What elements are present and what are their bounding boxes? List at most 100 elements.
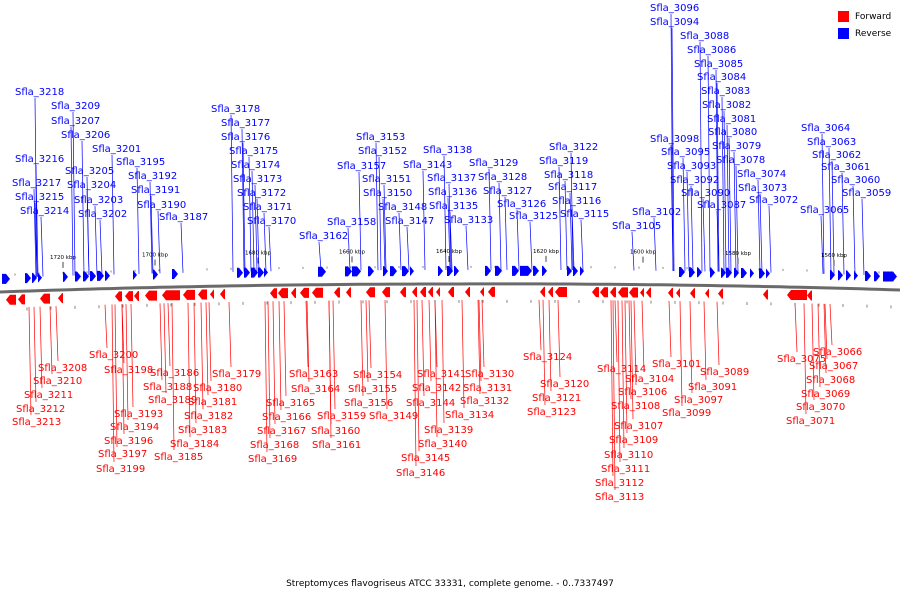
reverse-leader [841,172,845,275]
reverse-leader [422,170,426,271]
reverse-leader [733,151,737,272]
forward-gene-label: Sfla_3164 [291,384,340,395]
scale-ticks: 1720 kbp 1700 kbp 1680 kbp 1660 kbp 1640 kbp… [14,249,892,311]
reverse-leader [34,97,38,277]
reverse-gene-label: Sfla_3133 [444,215,493,226]
forward-leader [548,299,552,392]
reverse-leader [728,137,732,272]
reverse-gene-arrow [63,271,68,282]
reverse-leader [735,165,739,273]
scale-label: 1560 kbp [821,253,847,259]
reverse-leader [81,140,85,276]
reverse-gene-arrow [75,271,81,282]
forward-leader [228,301,232,368]
forward-leader [332,300,336,410]
forward-gene-label: Sfla_3121 [532,393,581,404]
reverse-gene-arrow [2,273,10,284]
reverse-gene-label: Sfla_3095 [661,147,710,158]
reverse-gene-arrow [741,268,747,279]
reverse-leader [40,216,44,277]
reverse-leader [757,179,761,273]
reverse-gene-label: Sfla_3218 [15,87,64,98]
reverse-gene-arrow [318,266,326,277]
forward-gene-arrow [592,287,599,298]
forward-leader [478,299,482,382]
reverse-gene-arrow [759,268,765,279]
forward-leader [264,301,268,453]
reverse-gene-arrow [689,267,695,278]
forward-leader [163,303,167,394]
forward-gene-label: Sfla_3200 [89,350,138,361]
reverse-leader [488,168,492,270]
forward-gene-label: Sfla_3196 [104,436,153,447]
forward-gene-label: Sfla_3197 [98,449,147,460]
forward-leader [617,300,621,463]
forward-gene-arrow [448,287,454,298]
reverse-gene-label: Sfla_3062 [812,150,861,161]
reverse-gene-arrow [830,270,835,281]
forward-gene-arrow [115,291,122,302]
reverse-leader [716,82,720,272]
reverse-gene-arrow [679,267,685,278]
forward-gene-arrow [125,291,133,302]
reverse-leader [378,156,382,271]
reverse-gene-arrow [133,269,137,280]
reverse-leader [861,198,865,275]
reverse-gene-arrow [83,271,89,282]
forward-gene-label: Sfla_3141 [417,369,466,380]
reverse-gene-label: Sfla_3137 [427,173,476,184]
reverse-leader [251,170,255,272]
forward-gene-label: Sfla_3183 [178,425,227,436]
reverse-gene-arrow [447,266,453,277]
reverse-gene-arrow [25,273,31,284]
forward-leader [823,303,827,374]
forward-gene-arrow [18,294,25,305]
reverse-leader [33,188,37,277]
reverse-leader [465,225,469,270]
reverse-gene-label: Sfla_3176 [221,132,270,143]
forward-gene-arrow [291,287,296,298]
forward-leader [114,304,118,448]
reverse-gene-label: Sfla_3205 [65,166,114,177]
reverse-gene-label: Sfla_3204 [67,180,116,191]
forward-leader [283,301,287,397]
forward-gene-label: Sfla_3161 [312,440,361,451]
reverse-leader [831,160,835,275]
reverse-leader [34,202,38,277]
forward-gene-arrow [40,293,50,304]
reverse-gene-label: Sfla_3093 [667,161,716,172]
legend: Forward Reverse [838,8,891,42]
reverse-leader [723,110,727,272]
reverse-gene-label: Sfla_3119 [539,156,588,167]
forward-leader [272,301,276,425]
reverse-gene-label: Sfla_3177 [221,118,270,129]
reverse-leader [398,212,402,271]
reverse-leader [670,144,674,271]
reverse-gene-arrow [512,265,519,276]
reverse-leader [449,211,453,271]
reverse-gene-arrow [410,266,414,277]
forward-gene-arrow [346,287,351,298]
forward-gene-arrow [198,289,207,300]
reverse-gene-arrow [244,267,250,278]
reverse-gene-label: Sfla_3073 [738,183,787,194]
reverse-leader [716,210,720,272]
forward-gene-arrow [183,289,195,300]
reverse-gene-label: Sfla_3178 [211,104,260,115]
reverse-gene-label: Sfla_3187 [159,212,208,223]
forward-leader [278,301,282,411]
forward-leader [33,306,37,403]
forward-gene-label: Sfla_3112 [595,478,644,489]
reverse-leader [682,157,686,272]
reverse-leader [136,167,140,274]
forward-gene-label: Sfla_3165 [266,398,315,409]
scale-label: 1580 kbp [725,251,751,257]
forward-leader [421,300,425,397]
forward-leader [384,300,388,410]
reverse-gene-arrow [251,267,258,278]
forward-gene-label: Sfla_3075 [777,354,826,365]
reverse-leader [580,219,584,271]
forward-leader [413,300,417,467]
forward-gene-label: Sfla_3149 [369,411,418,422]
reverse-gene-label: Sfla_3153 [356,132,405,143]
